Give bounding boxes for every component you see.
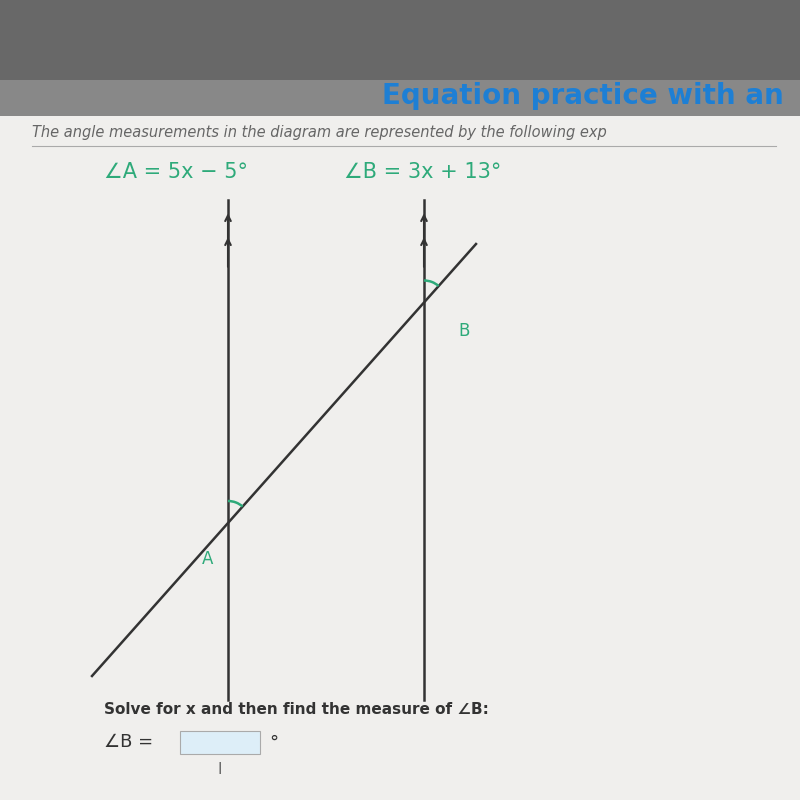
Text: B: B [458, 322, 470, 339]
Bar [0, 80, 800, 116]
Text: Equation practice with an: Equation practice with an [382, 82, 784, 110]
Text: I: I [218, 762, 222, 777]
Text: A: A [202, 550, 214, 568]
Text: ∠A = 5x − 5°: ∠A = 5x − 5° [104, 162, 248, 182]
Text: The angle measurements in the diagram are represented by the following exp: The angle measurements in the diagram ar… [32, 125, 606, 139]
Bar [0, 0, 800, 80]
Text: ∠B =: ∠B = [104, 734, 153, 751]
Text: Solve for x and then find the measure of ∠B:: Solve for x and then find the measure of… [104, 702, 489, 717]
Text: ∠B = 3x + 13°: ∠B = 3x + 13° [344, 162, 502, 182]
Text: °: ° [270, 734, 278, 751]
Bar [0, 116, 800, 800]
Bar [180, 731, 260, 754]
